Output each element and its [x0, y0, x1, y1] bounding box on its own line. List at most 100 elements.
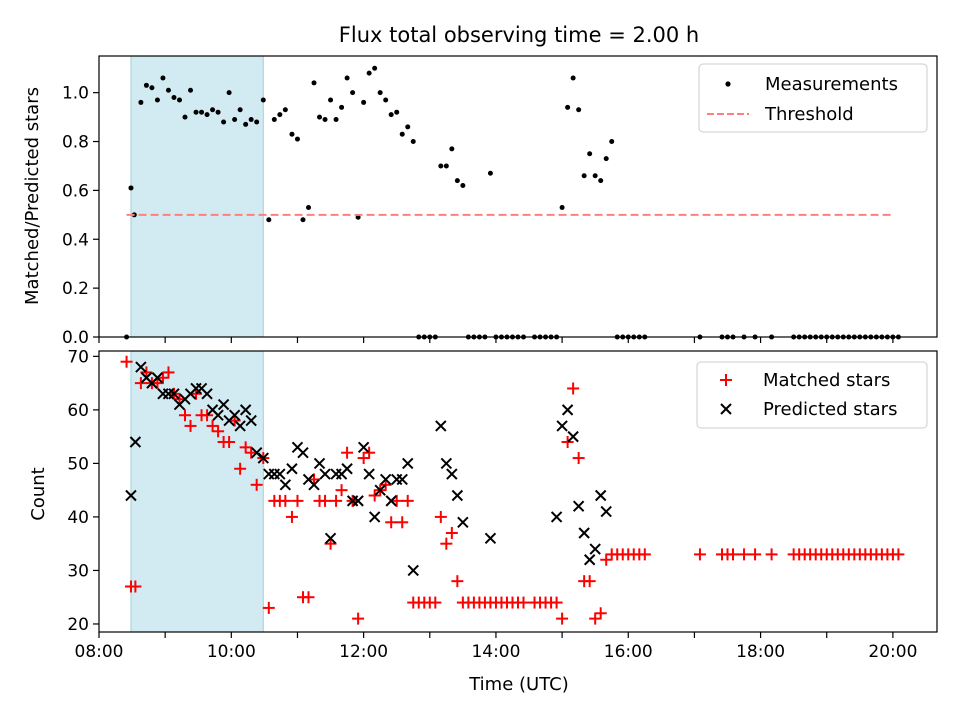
x-b: [572, 500, 585, 512]
predicted-star-point: [352, 495, 364, 507]
measurement-point: [399, 131, 405, 137]
bottom-panel-counts: 20 30 40 50 60 70 08:00 10:00 12:00 14:00 16:00 18:…: [67, 347, 938, 662]
shaded-observing-window: [130, 55, 264, 338]
matched-star-point: [589, 612, 602, 625]
y-tick-label: 70: [67, 347, 89, 367]
measurement-point: [254, 119, 260, 125]
shaded-observing-window: [130, 350, 264, 633]
x-b: [457, 516, 469, 528]
predicted-star-point: [297, 446, 309, 459]
x-b: [228, 409, 241, 421]
measurement-point: [138, 99, 144, 105]
predicted-star-point: [234, 420, 246, 432]
predicted-star-point: [151, 372, 164, 384]
matched-star-point: [206, 419, 219, 432]
measurement-point: [128, 185, 134, 191]
y-tick-label: 20: [67, 615, 89, 635]
matched-star-point: [445, 526, 458, 539]
x-b: [324, 532, 337, 545]
measurement-point: [271, 117, 277, 123]
x-axis-label: Time (UTC): [468, 674, 569, 695]
matched-star-point: [440, 537, 453, 550]
matched-star-point: [330, 494, 343, 507]
measurement-point: [237, 107, 243, 113]
legend-top: Measurements Threshold: [698, 63, 928, 133]
figure-title: Flux total observing time = 2.00 h: [339, 23, 699, 47]
y-tick-label: 0.0: [62, 328, 89, 348]
measurement-point: [388, 112, 394, 118]
matched-star-point: [594, 607, 607, 620]
predicted-star-point: [435, 420, 447, 432]
predicted-star-point: [135, 361, 147, 373]
matched-star-point: [390, 494, 403, 507]
matched-star-point: [517, 596, 530, 609]
predicted-star-point: [561, 404, 574, 416]
matched-star-point: [583, 575, 596, 588]
legend-predicted-marker: [720, 403, 732, 415]
measurement-point: [339, 104, 345, 110]
measurement-point: [350, 90, 356, 96]
x-b: [385, 495, 397, 507]
matched-star-point: [368, 489, 381, 502]
predicted-star-point: [274, 468, 286, 480]
measurement-point: [377, 90, 383, 96]
measurement-point: [372, 65, 378, 71]
matched-star-point: [385, 516, 398, 529]
x-b: [286, 463, 298, 475]
measurement-point: [592, 173, 598, 179]
measurement-point: [587, 151, 593, 157]
x-b: [274, 468, 286, 480]
x-b: [352, 495, 364, 507]
predicted-star-point: [125, 489, 137, 502]
x-b: [379, 473, 392, 486]
predicted-star-point: [446, 468, 458, 480]
matched-star-point: [212, 425, 225, 438]
matched-star-point: [749, 548, 762, 561]
measurement-point: [193, 109, 199, 115]
x-tick-label: 20:00: [868, 642, 917, 662]
predicted-star-point: [368, 511, 381, 523]
matched-star-point: [396, 516, 409, 529]
y-tick-label: 60: [67, 401, 89, 421]
x-b: [435, 420, 447, 432]
x-b: [396, 473, 408, 486]
matched-star-point: [134, 377, 147, 390]
predicted-star-point: [168, 388, 180, 400]
legend-top-box: [698, 63, 928, 133]
matched-star-point: [352, 612, 365, 625]
predicted-star-point: [484, 532, 497, 545]
predicted-star-point: [245, 414, 257, 427]
measurement-point: [260, 97, 266, 103]
x-b: [319, 468, 331, 480]
series-predicted-stars: [125, 361, 612, 577]
matched-star-point: [693, 548, 706, 561]
measurement-point: [559, 204, 565, 210]
x-b: [484, 532, 497, 545]
matched-star-point: [291, 494, 304, 507]
predicted-star-point: [457, 516, 469, 528]
matched-star-point: [184, 419, 197, 432]
x-b: [212, 409, 224, 421]
x-tick-label: 14:00: [471, 642, 520, 662]
x-b: [446, 468, 458, 480]
predicted-star-point: [594, 489, 607, 502]
matched-star-point: [285, 510, 298, 523]
axes-frame: [98, 350, 938, 633]
measurement-point: [460, 183, 466, 189]
matched-star-point: [319, 494, 332, 507]
predicted-star-point: [239, 404, 252, 416]
matched-star-point: [550, 596, 563, 609]
measurement-point: [311, 80, 317, 86]
top-y-axis-label: Matched/Predicted stars: [22, 87, 43, 305]
matched-star-point: [262, 601, 275, 614]
x-b: [140, 372, 153, 384]
matched-star-point: [765, 548, 778, 561]
y-tick-label: 1.0: [62, 84, 89, 104]
measurement-point: [344, 75, 350, 81]
y-tick-label: 40: [67, 508, 89, 528]
measurement-point: [322, 117, 328, 123]
measurement-point: [232, 117, 238, 123]
x-tick-label: 18:00: [736, 642, 785, 662]
x-b: [561, 404, 574, 416]
